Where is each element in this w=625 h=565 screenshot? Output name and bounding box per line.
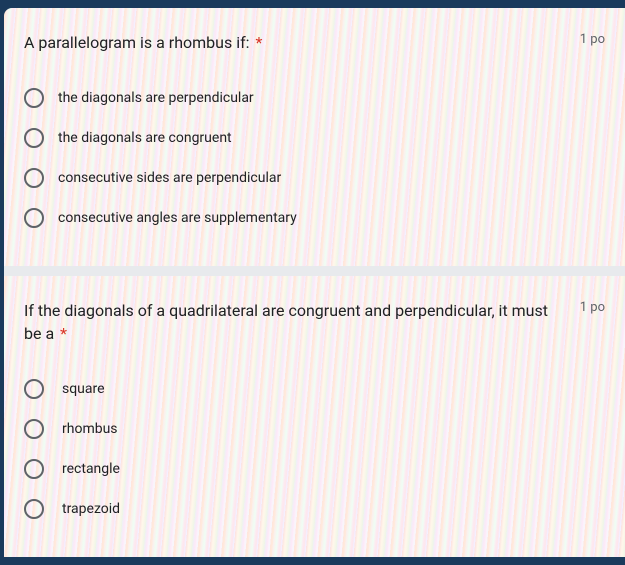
question-card-2: If the diagonals of a quadrilateral are … [4,276,625,557]
option-label: square [62,381,105,397]
radio-icon [24,499,44,519]
radio-icon [24,379,44,399]
radio-icon [24,128,44,148]
radio-option[interactable]: rhombus [24,409,605,449]
radio-icon [24,419,44,439]
radio-option[interactable]: trapezoid [24,489,605,529]
radio-icon [24,459,44,479]
radio-icon [24,208,44,228]
form-container: A parallelogram is a rhombus if: * 1 po … [4,8,625,557]
radio-option[interactable]: consecutive sides are perpendicular [24,158,605,198]
question-prompt: If the diagonals of a quadrilateral are … [24,301,548,342]
card-divider [4,266,625,276]
question-card-1: A parallelogram is a rhombus if: * 1 po … [4,8,625,266]
required-asterisk: * [60,324,67,343]
radio-icon [24,88,44,108]
option-label: the diagonals are perpendicular [58,90,254,106]
question-text: If the diagonals of a quadrilateral are … [24,300,568,345]
points-label: 1 po [580,32,605,47]
required-asterisk: * [256,33,263,52]
question-text: A parallelogram is a rhombus if: * [24,32,568,54]
radio-option[interactable]: the diagonals are perpendicular [24,78,605,118]
points-label: 1 po [580,300,605,315]
question-prompt: A parallelogram is a rhombus if: [24,33,250,52]
option-label: trapezoid [62,501,120,517]
option-label: consecutive angles are supplementary [58,210,297,226]
radio-option[interactable]: the diagonals are congruent [24,118,605,158]
question-header: If the diagonals of a quadrilateral are … [24,300,605,345]
option-label: rectangle [62,461,120,477]
radio-option[interactable]: rectangle [24,449,605,489]
question-header: A parallelogram is a rhombus if: * 1 po [24,32,605,54]
option-label: the diagonals are congruent [58,130,232,146]
radio-icon [24,168,44,188]
radio-option[interactable]: square [24,369,605,409]
option-label: consecutive sides are perpendicular [58,170,281,186]
option-label: rhombus [62,421,118,437]
radio-option[interactable]: consecutive angles are supplementary [24,198,605,238]
